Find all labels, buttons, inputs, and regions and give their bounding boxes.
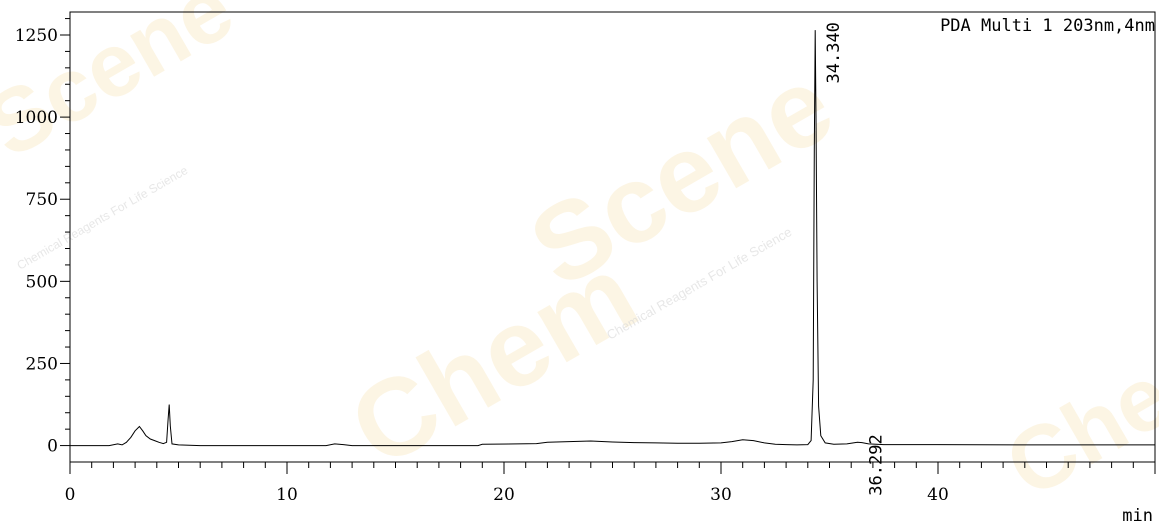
peak-labels: 34.340 36.292 bbox=[824, 22, 886, 496]
watermark: Scene Scene Chem Chem Chemical Reagents … bbox=[0, 0, 1159, 517]
x-tick-label: 30 bbox=[710, 485, 732, 505]
y-tick-label: 250 bbox=[26, 354, 58, 374]
watermark-chem-right: Chem bbox=[990, 306, 1159, 518]
trace-layer bbox=[70, 30, 1155, 447]
x-tick-label: 10 bbox=[276, 485, 298, 505]
x-tick-label: 40 bbox=[927, 485, 949, 505]
watermark-chem-center: Chem bbox=[331, 231, 657, 490]
x-tick-label: 20 bbox=[493, 485, 515, 505]
x-tick-label: 0 bbox=[65, 485, 76, 505]
y-tick-label: 1000 bbox=[15, 108, 58, 128]
axes: 0 10 20 30 40 0 250 500 750 1000 1250 bbox=[15, 18, 1156, 505]
x-axis-unit: min bbox=[1122, 506, 1153, 526]
y-tick-label: 0 bbox=[47, 437, 58, 457]
y-tick-label: 1250 bbox=[15, 26, 58, 46]
detector-label: PDA Multi 1 203nm,4nm bbox=[940, 16, 1155, 36]
y-tick-label: 750 bbox=[26, 190, 58, 210]
peak-label: 36.292 bbox=[867, 434, 887, 495]
y-tick-label: 500 bbox=[26, 272, 58, 292]
watermark-tagline-left: Chemical Reagents For Life Science bbox=[15, 163, 191, 273]
peak-label: 34.340 bbox=[824, 22, 844, 83]
chromatogram-trace bbox=[70, 30, 1155, 447]
